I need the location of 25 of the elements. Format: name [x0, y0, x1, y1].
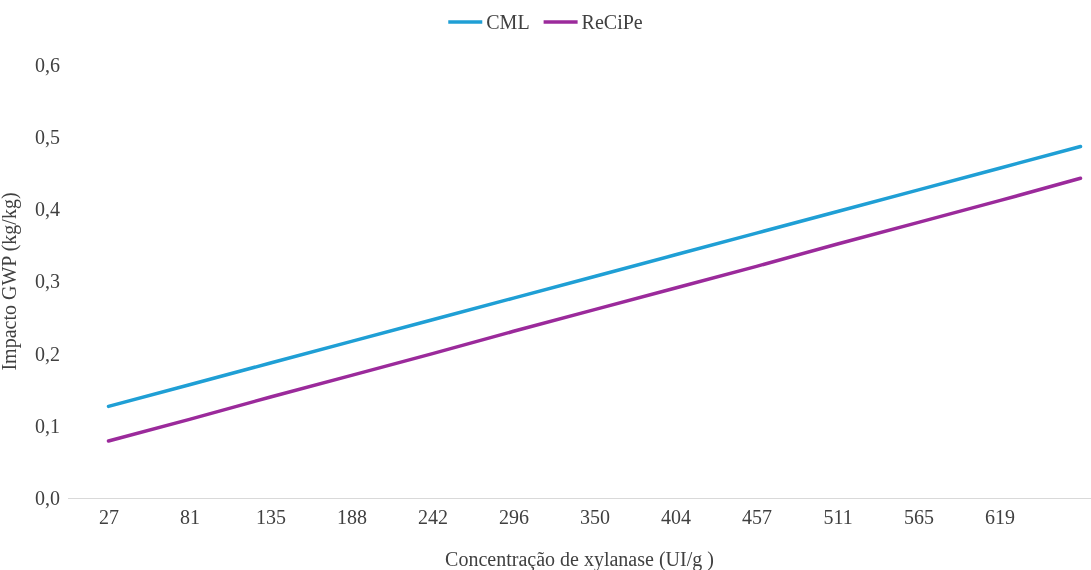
line-series [106, 144, 1083, 409]
legend-label: ReCiPe [581, 11, 643, 33]
y-tick-label: 0,0 [35, 486, 60, 509]
x-tick-label: 619 [985, 506, 1015, 529]
legend-label: CML [486, 11, 530, 33]
x-tick-label: 296 [499, 506, 529, 529]
y-tick-label: 0,3 [35, 270, 60, 293]
y-tick-label: 0,2 [35, 342, 60, 365]
y-axis-title: Impacto GWP (kg/kg) [0, 192, 21, 371]
x-axis-title: Concentração de xylanase (UI/g ) [445, 548, 714, 570]
x-tick-label: 511 [823, 506, 853, 529]
x-tick-label: 81 [180, 506, 200, 529]
x-tick-label: 404 [661, 506, 691, 529]
y-tick-label: 0,1 [35, 414, 60, 437]
x-tick-label: 27 [99, 506, 119, 529]
line-series [106, 176, 1083, 443]
y-tick-label: 0,4 [35, 198, 60, 221]
x-tick-label: 188 [337, 506, 367, 529]
y-tick-label: 0,6 [35, 53, 60, 76]
x-tick-label: 135 [256, 506, 286, 529]
x-tick-label: 457 [742, 506, 772, 529]
x-tick-label: 242 [418, 506, 448, 529]
x-tick-label: 565 [904, 506, 934, 529]
y-tick-label: 0,5 [35, 126, 60, 149]
x-tick-label: 350 [580, 506, 610, 529]
